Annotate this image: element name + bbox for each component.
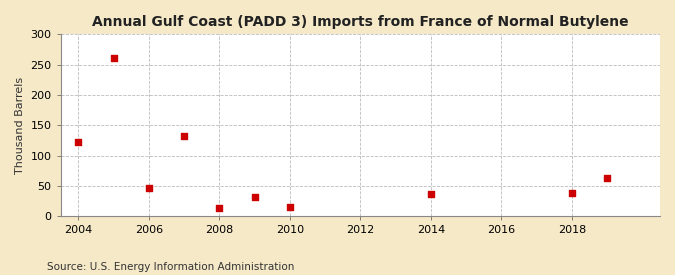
Point bbox=[601, 176, 612, 180]
Point bbox=[73, 140, 84, 144]
Point bbox=[249, 195, 260, 199]
Point bbox=[425, 192, 436, 197]
Title: Annual Gulf Coast (PADD 3) Imports from France of Normal Butylene: Annual Gulf Coast (PADD 3) Imports from … bbox=[92, 15, 628, 29]
Point bbox=[144, 186, 155, 190]
Point bbox=[284, 205, 295, 209]
Y-axis label: Thousand Barrels: Thousand Barrels bbox=[15, 77, 25, 174]
Point bbox=[566, 191, 577, 195]
Point bbox=[214, 205, 225, 210]
Point bbox=[108, 56, 119, 60]
Text: Source: U.S. Energy Information Administration: Source: U.S. Energy Information Administ… bbox=[47, 262, 294, 272]
Point bbox=[179, 133, 190, 138]
